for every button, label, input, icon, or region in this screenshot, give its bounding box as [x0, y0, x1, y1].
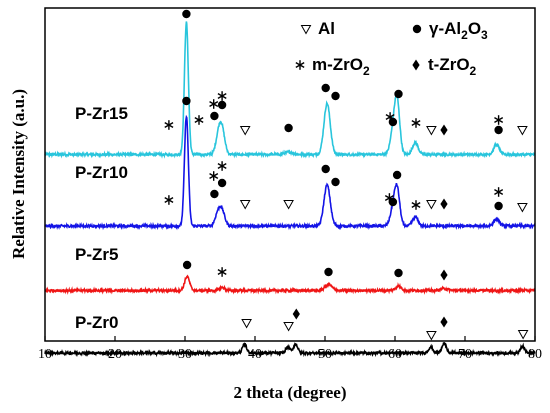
al-marker — [283, 322, 294, 332]
gamma-al2o3-marker — [494, 125, 503, 135]
pattern-curves — [44, 21, 536, 358]
series-line-p-zr0 — [44, 342, 536, 358]
gamma-al2o3-marker — [217, 178, 227, 188]
gamma-al2o3-marker — [392, 170, 402, 180]
m-zro2-marker — [217, 267, 227, 277]
gamma-al2o3-marker — [388, 117, 398, 127]
gamma-al2o3-marker — [217, 100, 227, 110]
legend-label: Al — [318, 19, 335, 38]
t-zro2-marker — [292, 308, 300, 320]
x-axis: 10 20 30 40 50 60 70 80 — [38, 336, 542, 362]
t-zro2-marker — [440, 124, 448, 136]
m-zro2-marker — [164, 120, 174, 130]
legend-entry: γ-Al2O3 — [412, 19, 488, 42]
al-marker — [517, 126, 528, 136]
gamma-al2o3-marker — [210, 189, 219, 199]
al-marker — [517, 203, 528, 213]
x-tick-label: 50 — [318, 347, 332, 362]
m-zro2-marker — [209, 171, 219, 181]
y-axis-title: Relative Intensity (a.u.) — [9, 89, 28, 259]
gamma-al2o3-marker — [494, 201, 503, 211]
al-marker — [426, 331, 437, 341]
sample-label: P-Zr5 — [75, 245, 118, 264]
x-axis-title: 2 theta (degree) — [234, 383, 347, 402]
gamma-al2o3-marker — [182, 96, 191, 106]
gamma-al2o3-marker — [324, 267, 333, 277]
x-tick-label: 60 — [388, 347, 402, 362]
m-zro2-marker — [411, 200, 421, 210]
t-zro2-marker — [440, 269, 448, 281]
gamma-al2o3-marker — [284, 123, 293, 133]
x-tick-label: 30 — [178, 347, 192, 362]
al-marker — [241, 319, 252, 329]
sample-label: P-Zr10 — [75, 163, 128, 182]
gamma-al2o3-marker — [321, 164, 330, 174]
legend-entry: Al — [300, 19, 335, 38]
t-zro2-marker — [440, 198, 448, 210]
m-zro2-marker — [164, 195, 174, 205]
al-marker — [283, 200, 294, 210]
m-zro2-marker — [194, 115, 204, 125]
t-zro2-marker — [412, 59, 420, 71]
gamma-al2o3-marker — [331, 177, 340, 187]
gamma-al2o3-marker — [210, 111, 219, 121]
m-zro2-marker — [295, 60, 305, 70]
gamma-al2o3-marker — [331, 91, 340, 101]
legend-label: γ-Al2O3 — [429, 19, 488, 42]
gamma-al2o3-marker — [394, 89, 403, 99]
legend-label: m-ZrO2 — [312, 55, 370, 78]
m-zro2-marker — [217, 161, 227, 171]
legend-entry: m-ZrO2 — [295, 55, 370, 78]
peak-markers — [164, 9, 529, 341]
m-zro2-marker — [411, 118, 421, 128]
gamma-al2o3-marker — [394, 268, 403, 278]
series-line-p-zr10 — [44, 114, 536, 231]
al-marker — [300, 25, 312, 35]
x-tick-label: 20 — [108, 347, 122, 362]
m-zro2-marker — [217, 91, 227, 101]
al-marker — [239, 126, 251, 136]
gamma-al2o3-marker — [388, 197, 398, 207]
al-marker — [426, 126, 437, 136]
gamma-al2o3-marker — [321, 83, 330, 93]
legend-entry: t-ZrO2 — [412, 55, 477, 78]
x-tick-label: 10 — [38, 347, 52, 362]
x-tick-label: 70 — [458, 347, 472, 362]
plot-frame — [44, 7, 536, 342]
x-tick-label: 80 — [528, 347, 542, 362]
sample-labels: P-Zr15 P-Zr10 P-Zr5 P-Zr0 — [75, 104, 128, 332]
legend: Al γ-Al2O3 m-ZrO2 t-ZrO2 — [295, 19, 488, 78]
gamma-al2o3-marker — [182, 9, 191, 19]
t-zro2-marker — [440, 316, 448, 328]
m-zro2-marker — [494, 115, 504, 125]
al-marker — [517, 330, 529, 340]
x-tick-label: 40 — [248, 347, 262, 362]
series-line-p-zr15 — [44, 21, 536, 159]
gamma-al2o3-marker — [412, 24, 422, 34]
sample-label: P-Zr15 — [75, 104, 128, 123]
gamma-al2o3-marker — [182, 260, 192, 270]
al-marker — [239, 200, 251, 210]
m-zro2-marker — [209, 99, 219, 109]
sample-label: P-Zr0 — [75, 313, 118, 332]
legend-label: t-ZrO2 — [428, 55, 477, 78]
m-zro2-marker — [494, 187, 504, 197]
series-line-p-zr5 — [44, 274, 536, 295]
al-marker — [426, 200, 437, 210]
